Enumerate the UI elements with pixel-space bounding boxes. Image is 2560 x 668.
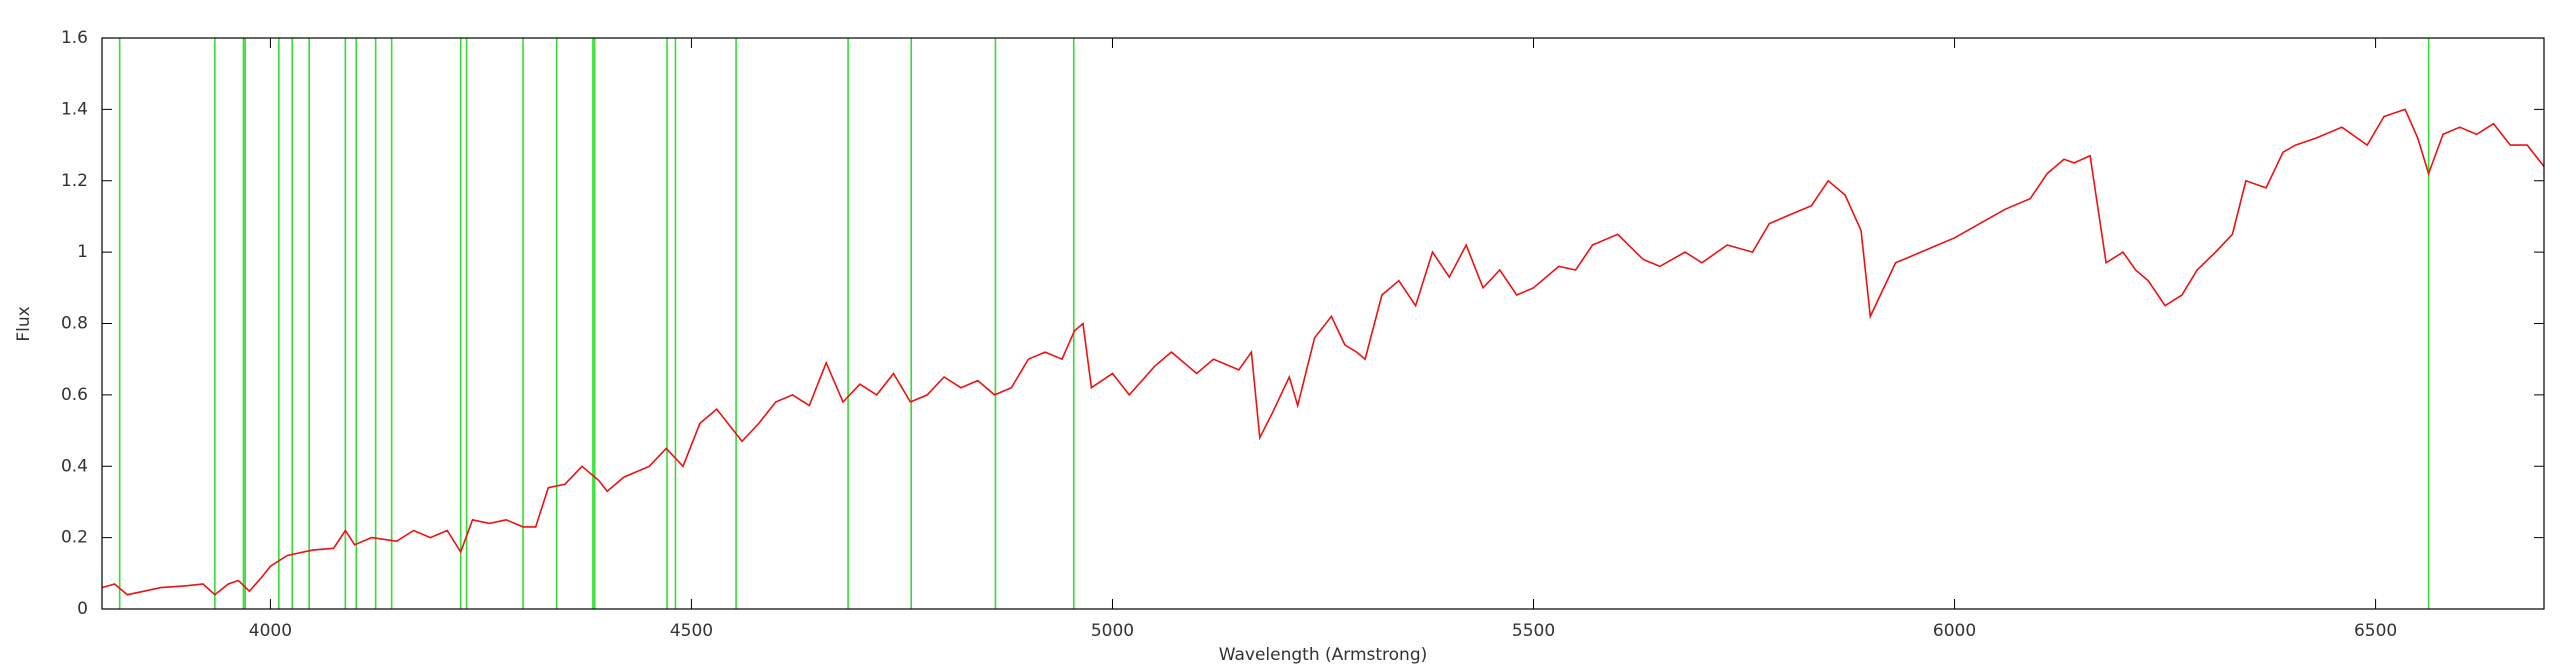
- y-tick-label: 1.2: [61, 171, 88, 191]
- y-tick-label: 0.6: [61, 385, 88, 405]
- y-tick-label: 1: [77, 242, 88, 262]
- x-axis-label: Wavelength (Armstrong): [1219, 645, 1428, 665]
- x-tick-label: 4500: [670, 621, 713, 641]
- y-tick-label: 1.6: [61, 28, 88, 48]
- spectrum-line: [101, 108, 2545, 596]
- x-tick-label: 6000: [1933, 621, 1976, 641]
- x-tick-label: 4000: [249, 621, 292, 641]
- y-tick-label: 1.4: [61, 99, 88, 119]
- x-tick-label: 5500: [1512, 621, 1555, 641]
- y-tick-label: 0.4: [61, 456, 88, 476]
- plot-frame: [101, 37, 2545, 610]
- y-tick-label: 0: [77, 599, 88, 619]
- y-tick-label: 0.8: [61, 314, 88, 334]
- y-axis-label: Flux: [14, 306, 34, 341]
- x-tick-label: 5000: [1091, 621, 1134, 641]
- y-tick-label: 0.2: [61, 528, 88, 548]
- x-tick-label: 6500: [2354, 621, 2397, 641]
